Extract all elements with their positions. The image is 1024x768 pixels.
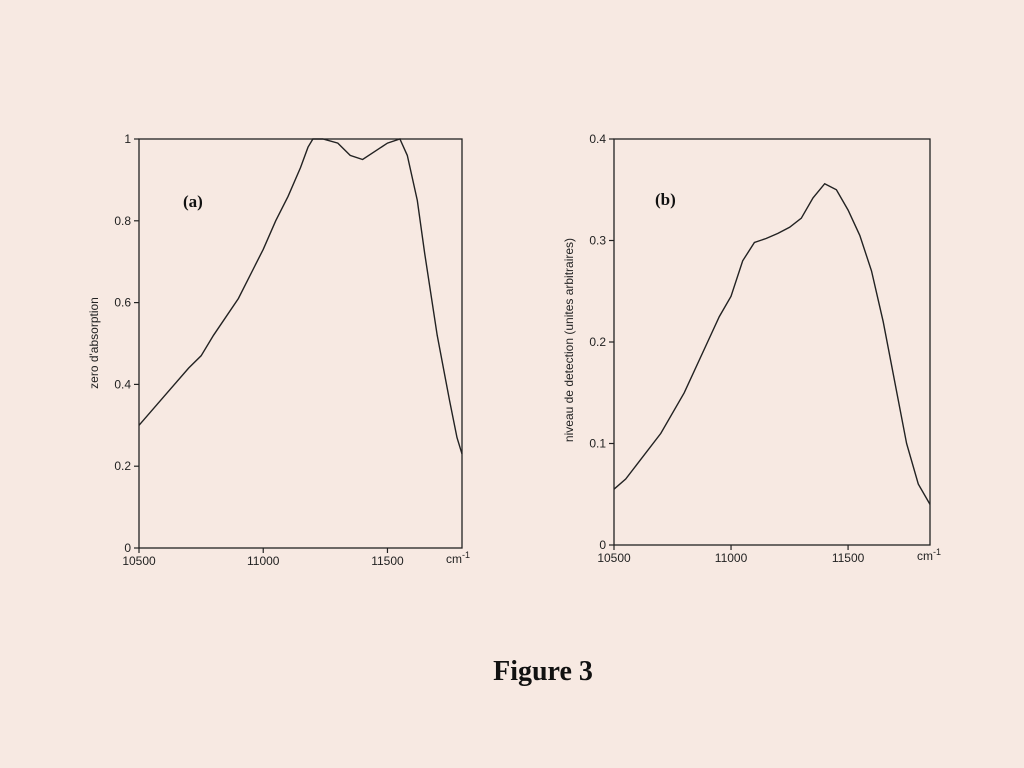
y-tick-label-a: 0 [124, 541, 131, 555]
figure-caption: Figure 3 [493, 656, 593, 687]
panel-label-b: (b) [655, 190, 676, 209]
y-axis-title-a: zero d'absorption [87, 297, 101, 389]
chart-panel-a: 0 0.2 0.4 0.6 0.8 1 10500 11000 11500 (a) zero … [87, 132, 470, 568]
x-unit-b: cm-1 [917, 547, 941, 563]
plot-frame-a [138, 138, 463, 549]
x-axis-ticks-a: 10500 11000 11500 [122, 548, 404, 568]
x-unit-exp-b: -1 [933, 547, 941, 557]
chart-panel-b: 0 0.1 0.2 0.3 0.4 10500 11000 11500 (b) niveau… [562, 132, 941, 565]
y-axis-ticks-b: 0 0.1 0.2 0.3 0.4 [589, 132, 614, 552]
x-tick-label-a: 11500 [371, 554, 404, 568]
x-unit-a: cm-1 [446, 550, 470, 566]
x-unit-base-a: cm [446, 552, 462, 566]
x-tick-label-a: 10500 [122, 554, 156, 568]
y-tick-label-a: 0.8 [114, 214, 131, 228]
x-unit-exp-a: -1 [462, 550, 470, 560]
absorption-curve [138, 138, 463, 455]
y-tick-label-b: 0.2 [589, 335, 606, 349]
x-tick-label-b: 11000 [715, 551, 748, 565]
detection-curve [613, 182, 931, 505]
x-tick-label-b: 11500 [832, 551, 865, 565]
x-tick-label-a: 11000 [247, 554, 280, 568]
y-tick-label-a: 1 [124, 132, 131, 146]
y-axis-title-b: niveau de detection (unites arbitraires) [562, 238, 576, 442]
y-tick-label-a: 0.4 [114, 377, 131, 391]
y-axis-ticks-a: 0 0.2 0.4 0.6 0.8 1 [114, 132, 139, 555]
y-tick-label-b: 0.4 [589, 132, 606, 146]
y-tick-label-b: 0.1 [589, 437, 606, 451]
x-tick-label-b: 10500 [597, 551, 631, 565]
y-tick-label-b: 0 [599, 538, 606, 552]
panel-label-a: (a) [183, 192, 203, 211]
y-tick-label-a: 0.6 [114, 296, 131, 310]
y-tick-label-b: 0.3 [589, 234, 606, 248]
x-axis-ticks-b: 10500 11000 11500 [597, 545, 865, 565]
x-unit-base-b: cm [917, 549, 933, 563]
y-tick-label-a: 0.2 [114, 459, 131, 473]
